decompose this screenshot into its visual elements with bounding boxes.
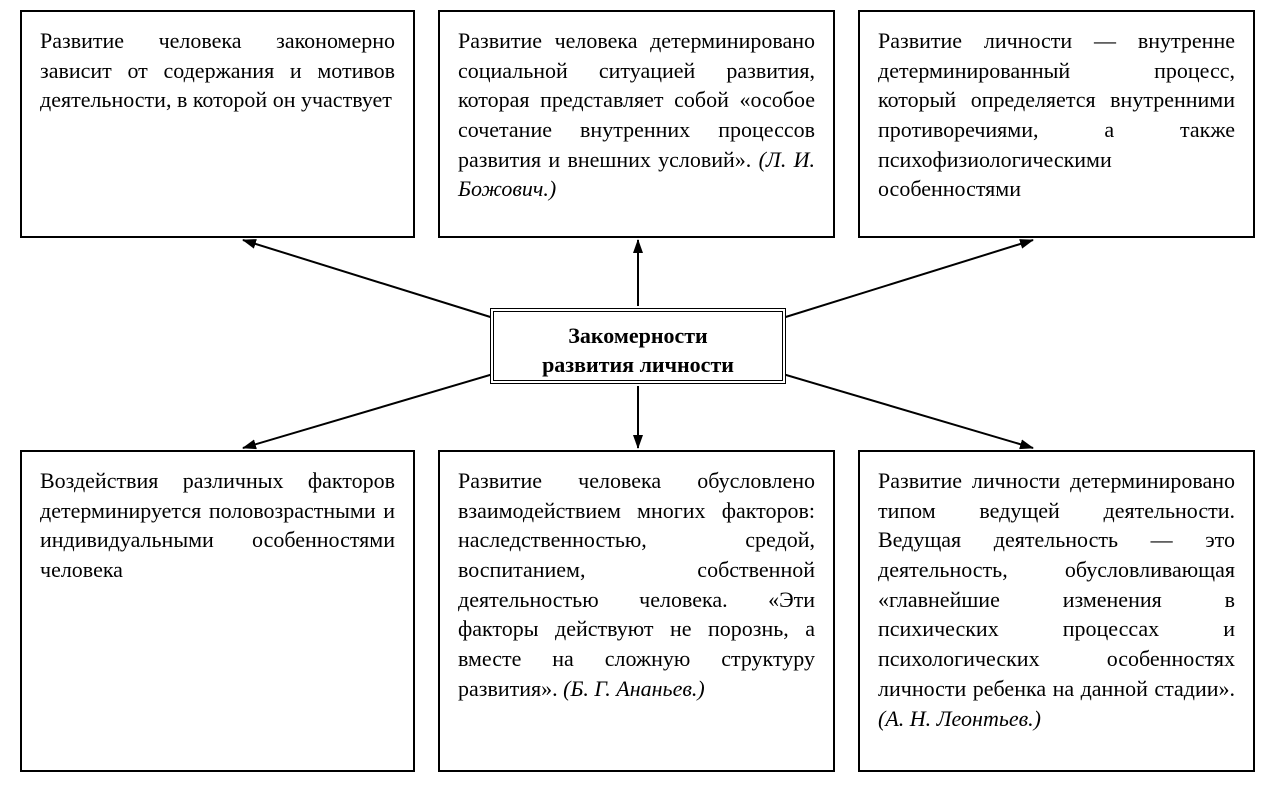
node-text: Развитие человека закономерно зависит от… xyxy=(40,28,395,112)
node-bottom-center: Развитие человека обусловлено взаимодейс… xyxy=(438,450,835,772)
edge-center-top-left xyxy=(243,240,500,320)
node-bottom-left: Воздействия различных факторов детермини… xyxy=(20,450,415,772)
node-citation: (А. Н. Леонтьев.) xyxy=(878,706,1041,731)
center-line2: развития личности xyxy=(530,351,746,380)
diagram-canvas: Развитие человека закономерно зависит от… xyxy=(0,0,1275,791)
node-citation: (Б. Г. Ананьев.) xyxy=(563,676,705,701)
node-text: Развитие личности детерминировано типом … xyxy=(878,468,1235,701)
edge-center-bottom-left xyxy=(243,372,500,448)
node-top-left: Развитие человека закономерно зависит от… xyxy=(20,10,415,238)
node-text: Воздействия различных факторов детермини… xyxy=(40,468,395,582)
node-top-center: Развитие человека детерминировано социал… xyxy=(438,10,835,238)
node-text: Развитие личности — внутренне детерминир… xyxy=(878,28,1235,201)
node-top-right: Развитие личности — внутренне детерминир… xyxy=(858,10,1255,238)
node-text: Развитие человека обусловлено взаимодейс… xyxy=(458,468,815,701)
edge-center-top-right xyxy=(776,240,1033,320)
center-node: Закомерности развития личности xyxy=(490,308,786,384)
node-bottom-right: Развитие личности детерминировано типом … xyxy=(858,450,1255,772)
center-line1: Закомерности xyxy=(530,322,746,351)
edge-center-bottom-right xyxy=(776,372,1033,448)
